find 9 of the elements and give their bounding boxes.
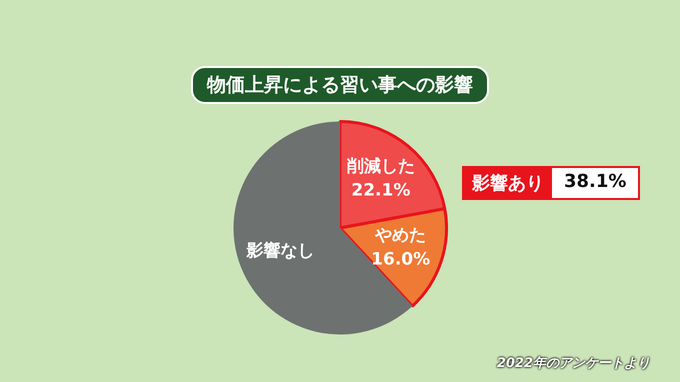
data-label: 16.0% xyxy=(371,250,430,270)
slice-label: 影響なし xyxy=(246,240,315,261)
text: 38.1% xyxy=(563,170,628,194)
chart-title: 物価上昇による習い事への影響 xyxy=(191,66,489,104)
slice-label: 削減した xyxy=(346,156,415,176)
text: 2022年のアンケートより xyxy=(496,355,650,372)
data-label: 22.1% xyxy=(351,180,410,200)
text: 影響あり xyxy=(464,168,552,198)
slice-label: やめた xyxy=(374,226,426,246)
